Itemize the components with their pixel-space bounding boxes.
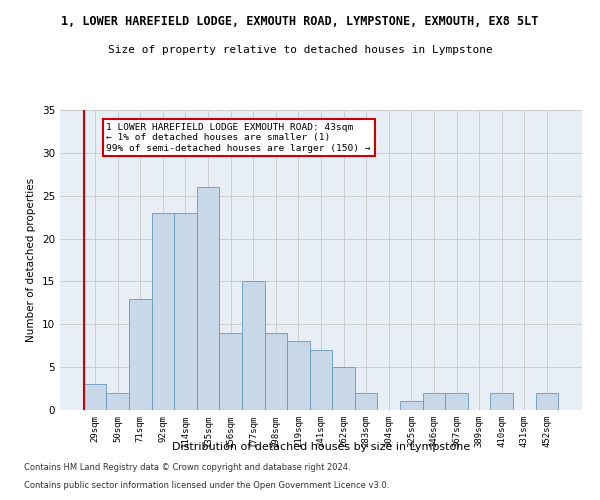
Bar bbox=[174, 213, 197, 410]
Bar bbox=[197, 187, 220, 410]
Bar bbox=[220, 333, 242, 410]
Bar bbox=[106, 393, 129, 410]
Bar bbox=[332, 367, 355, 410]
Bar bbox=[242, 282, 265, 410]
Bar bbox=[84, 384, 106, 410]
Text: Contains public sector information licensed under the Open Government Licence v3: Contains public sector information licen… bbox=[24, 481, 389, 490]
Bar bbox=[536, 393, 558, 410]
Text: 1 LOWER HAREFIELD LODGE EXMOUTH ROAD: 43sqm
← 1% of detached houses are smaller : 1 LOWER HAREFIELD LODGE EXMOUTH ROAD: 43… bbox=[106, 123, 371, 152]
Text: Distribution of detached houses by size in Lympstone: Distribution of detached houses by size … bbox=[172, 442, 470, 452]
Bar bbox=[129, 298, 152, 410]
Text: Contains HM Land Registry data © Crown copyright and database right 2024.: Contains HM Land Registry data © Crown c… bbox=[24, 464, 350, 472]
Text: 1, LOWER HAREFIELD LODGE, EXMOUTH ROAD, LYMPSTONE, EXMOUTH, EX8 5LT: 1, LOWER HAREFIELD LODGE, EXMOUTH ROAD, … bbox=[61, 15, 539, 28]
Text: Size of property relative to detached houses in Lympstone: Size of property relative to detached ho… bbox=[107, 45, 493, 55]
Bar bbox=[422, 393, 445, 410]
Bar bbox=[265, 333, 287, 410]
Bar bbox=[152, 213, 174, 410]
Bar bbox=[310, 350, 332, 410]
Bar bbox=[490, 393, 513, 410]
Bar bbox=[355, 393, 377, 410]
Y-axis label: Number of detached properties: Number of detached properties bbox=[26, 178, 37, 342]
Bar bbox=[445, 393, 468, 410]
Bar bbox=[400, 402, 422, 410]
Bar bbox=[287, 342, 310, 410]
